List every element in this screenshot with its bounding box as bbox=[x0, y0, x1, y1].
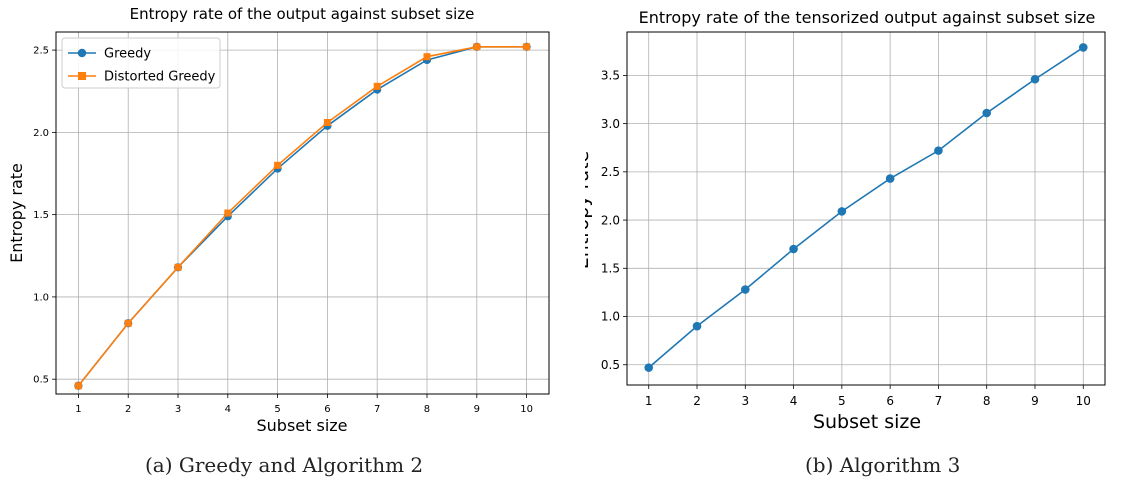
series-1 bbox=[74, 43, 531, 390]
grid bbox=[627, 32, 1105, 385]
x-tick-label: 6 bbox=[324, 404, 330, 415]
data-point bbox=[74, 382, 82, 390]
data-point bbox=[1078, 43, 1088, 52]
legend-label: Distorted Greedy bbox=[104, 70, 216, 85]
y-tick-label: 0.5 bbox=[601, 358, 620, 372]
x-tick-label: 3 bbox=[175, 404, 181, 415]
legend-label: Greedy bbox=[104, 47, 151, 62]
data-point bbox=[692, 321, 702, 331]
data-point bbox=[644, 363, 654, 372]
y-axis-label: Entropy rate bbox=[585, 151, 593, 269]
y-tick-label: 0.5 bbox=[33, 375, 49, 386]
x-tick-label: 8 bbox=[983, 394, 991, 408]
y-tick-label: 2.0 bbox=[33, 128, 49, 139]
y-tick-label: 3.5 bbox=[601, 69, 620, 83]
y-tick-label: 1.5 bbox=[601, 261, 620, 275]
caption-right: (b) Algorithm 3 bbox=[805, 453, 961, 477]
legend-box bbox=[61, 37, 221, 89]
data-point bbox=[174, 263, 182, 271]
x-tick-label: 4 bbox=[790, 394, 798, 408]
x-tick-label: 7 bbox=[935, 394, 943, 408]
data-point bbox=[885, 174, 895, 183]
x-tick-label: 2 bbox=[125, 404, 131, 415]
y-axis-label: Entropy rate bbox=[7, 163, 26, 263]
y-tick-label: 1.5 bbox=[33, 210, 49, 221]
data-point bbox=[224, 209, 232, 217]
data-point bbox=[982, 108, 992, 118]
data-point bbox=[1030, 74, 1040, 84]
chart-title: Entropy rate of the output against subse… bbox=[130, 5, 475, 23]
data-point bbox=[523, 43, 531, 51]
legend-marker bbox=[78, 72, 86, 80]
data-point bbox=[423, 53, 431, 61]
data-point bbox=[124, 319, 132, 327]
x-tick-label: 9 bbox=[1031, 394, 1039, 408]
x-tick-label: 10 bbox=[520, 404, 533, 415]
data-point bbox=[740, 285, 750, 294]
legend-marker bbox=[77, 48, 87, 58]
x-tick-label: 2 bbox=[693, 394, 701, 408]
grid bbox=[56, 32, 549, 394]
x-tick-label: 8 bbox=[424, 404, 430, 415]
x-tick-label: 10 bbox=[1076, 394, 1091, 408]
x-tick-label: 9 bbox=[474, 404, 480, 415]
data-point bbox=[373, 82, 381, 90]
x-tick-label: 1 bbox=[645, 394, 653, 408]
data-point bbox=[473, 43, 481, 51]
y-tick-label: 3.0 bbox=[601, 117, 620, 131]
chart-tensorized: Entropy rate of the tensorized output ag… bbox=[585, 8, 1106, 433]
data-point bbox=[837, 207, 847, 216]
x-tick-label: 7 bbox=[374, 404, 380, 415]
plot-frame bbox=[626, 31, 1106, 386]
y-tick-label: 2.0 bbox=[601, 213, 620, 227]
series-line bbox=[648, 46, 1084, 369]
chart-greedy-vs-distorted: Entropy rate of the output against subse… bbox=[7, 5, 550, 435]
series-line bbox=[77, 46, 527, 387]
series-0 bbox=[644, 43, 1088, 372]
x-tick-label: 5 bbox=[838, 394, 846, 408]
x-tick-label: 5 bbox=[274, 404, 280, 415]
data-point bbox=[789, 244, 798, 254]
series-0 bbox=[74, 42, 531, 390]
x-axis-label: Subset size bbox=[256, 416, 347, 435]
x-tick-label: 1 bbox=[75, 404, 81, 415]
plot-frame bbox=[55, 31, 550, 395]
chart-title: Entropy rate of the tensorized output ag… bbox=[639, 8, 1096, 27]
y-tick-label: 1.0 bbox=[601, 310, 620, 324]
x-tick-label: 3 bbox=[741, 394, 749, 408]
x-tick-label: 6 bbox=[886, 394, 894, 408]
x-axis-label: Subset size bbox=[813, 411, 921, 433]
caption-left: (a) Greedy and Algorithm 2 bbox=[145, 453, 424, 477]
legend: Greedy Distorted Greedy bbox=[61, 37, 221, 89]
data-point bbox=[274, 161, 282, 169]
y-tick-label: 2.5 bbox=[601, 165, 620, 179]
y-tick-label: 1.0 bbox=[33, 292, 49, 303]
data-point bbox=[323, 119, 331, 126]
x-tick-label: 4 bbox=[225, 404, 231, 415]
data-point bbox=[934, 146, 943, 155]
series-line bbox=[77, 46, 527, 387]
y-tick-label: 2.5 bbox=[33, 46, 49, 57]
